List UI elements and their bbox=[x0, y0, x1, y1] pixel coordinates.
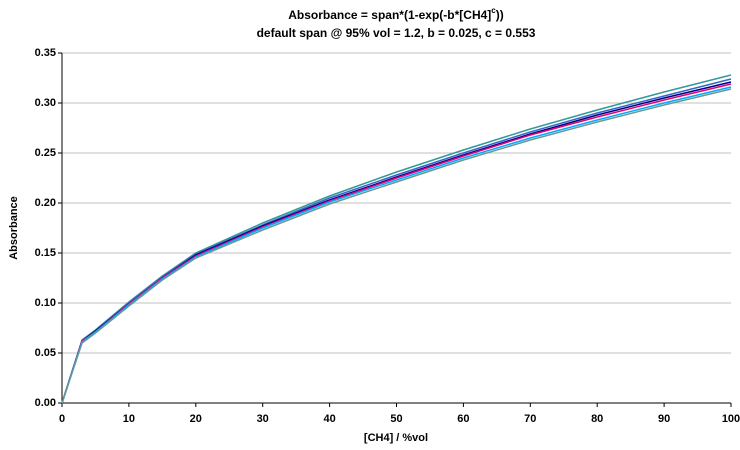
series-line bbox=[61, 86, 732, 404]
y-tick-label: 0.20 bbox=[35, 197, 56, 209]
x-tick-label: 80 bbox=[591, 413, 603, 425]
x-axis-label: [CH4] / %vol bbox=[364, 432, 428, 444]
chart-title: Absorbance = span*(1-exp(-b*[CH4]c)) bbox=[288, 6, 504, 22]
series-line bbox=[61, 88, 732, 404]
y-tick-label: 0.25 bbox=[35, 147, 56, 159]
title-part: Absorbance = span*(1-exp(-b*[CH4] bbox=[288, 8, 491, 22]
series-line bbox=[61, 78, 732, 404]
x-tick-label: 90 bbox=[658, 413, 670, 425]
y-tick-label: 0.35 bbox=[35, 47, 56, 59]
y-tick-label: 0.15 bbox=[35, 247, 56, 259]
series-line bbox=[61, 83, 732, 404]
x-tick-label: 60 bbox=[457, 413, 469, 425]
y-axis-label: Absorbance bbox=[8, 196, 20, 260]
series-line bbox=[61, 74, 732, 404]
x-tick-label: 0 bbox=[59, 413, 65, 425]
y-tick-label: 0.10 bbox=[35, 297, 56, 309]
x-tick-label: 20 bbox=[190, 413, 202, 425]
title-superscript: c bbox=[491, 6, 496, 15]
x-tick-label: 10 bbox=[123, 413, 135, 425]
series-line bbox=[61, 81, 732, 404]
x-tick-label: 100 bbox=[722, 413, 740, 425]
x-tick-label: 40 bbox=[323, 413, 335, 425]
y-tick-label: 0.05 bbox=[35, 347, 56, 359]
y-tick-label: 0.30 bbox=[35, 97, 56, 109]
chart-subtitle: default span @ 95% vol = 1.2, b = 0.025,… bbox=[257, 26, 536, 40]
x-tick-label: 30 bbox=[257, 413, 269, 425]
x-tick-label: 50 bbox=[390, 413, 402, 425]
title-part: )) bbox=[496, 8, 504, 22]
x-tick-label: 70 bbox=[524, 413, 536, 425]
y-tick-label: 0.00 bbox=[35, 397, 56, 409]
